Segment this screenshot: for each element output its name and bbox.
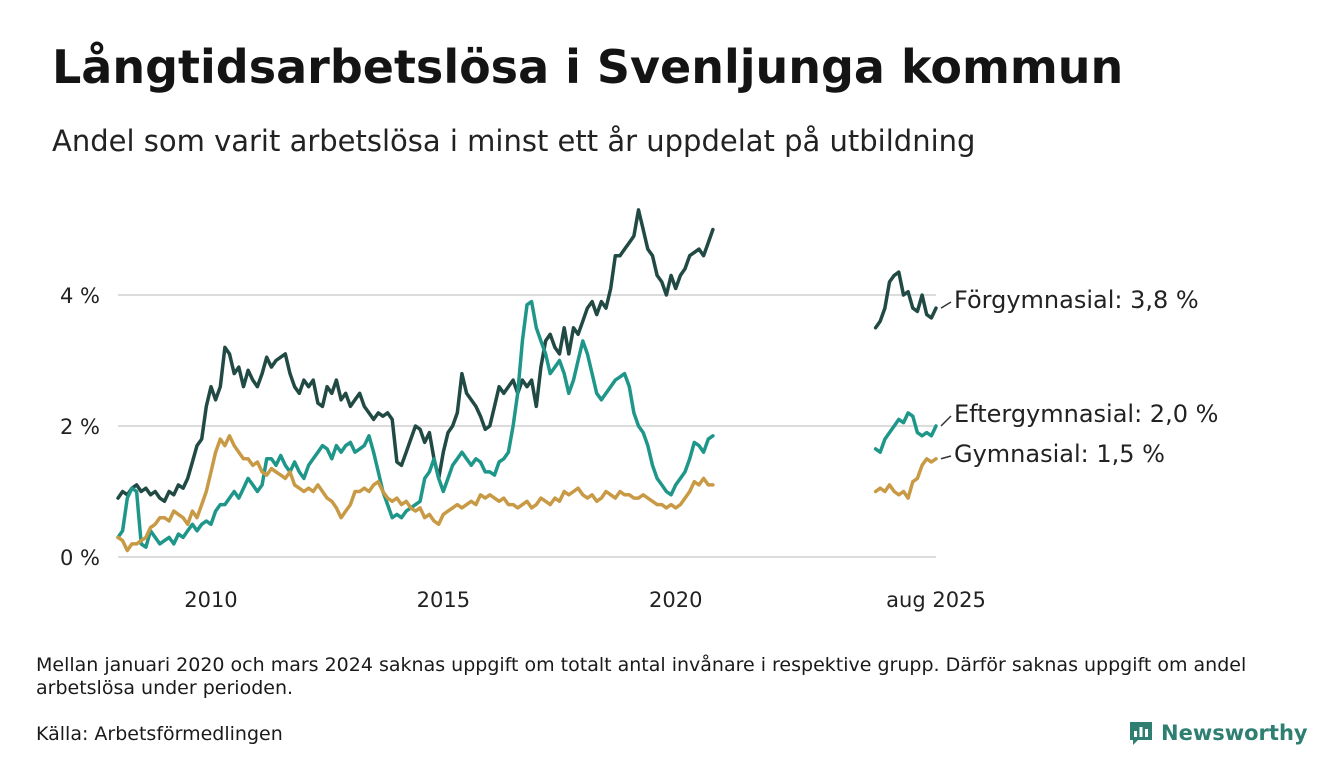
series-end-label: Eftergymnasial: 2,0 % (954, 400, 1218, 428)
line-chart: 0 % 2 % 4 % 2010 2015 2020 aug 2025 Förgymnas… (60, 208, 1218, 612)
y-tick-label: 0 % (60, 546, 100, 570)
brand-name: Newsworthy (1161, 721, 1308, 745)
footnote: Mellan januari 2020 och mars 2024 saknas… (36, 654, 1247, 699)
label-connector (940, 455, 952, 460)
series-lines (116, 208, 938, 553)
bar-chart-logo-icon (1130, 722, 1152, 745)
label-connector (940, 301, 952, 309)
series-end-label: Gymnasial: 1,5 % (954, 440, 1165, 468)
y-tick-label: 4 % (60, 284, 100, 308)
x-axis-ticks: 2010 2015 2020 aug 2025 (184, 588, 986, 612)
y-tick-label: 2 % (60, 415, 100, 439)
y-axis-ticks: 0 % 2 % 4 % (60, 284, 100, 570)
series-line-eftergymnasial (873, 411, 938, 454)
gridlines (118, 294, 936, 558)
label-connector (940, 415, 952, 427)
series-line-eftergymnasial (116, 299, 715, 549)
x-tick-label: aug 2025 (886, 588, 986, 612)
series-line-gymnasial (873, 457, 938, 500)
series-end-label: Förgymnasial: 3,8 % (954, 286, 1199, 314)
x-tick-label: 2015 (417, 588, 470, 612)
x-tick-label: 2020 (649, 588, 702, 612)
chart-subtitle: Andel som varit arbetslösa i minst ett å… (52, 124, 976, 158)
series-line-gymnasial (116, 434, 715, 553)
source-text: Källa: Arbetsförmedlingen (36, 723, 283, 745)
series-line-förgymnasial (116, 208, 715, 504)
chart-title: Långtidsarbetslösa i Svenljunga kommun (52, 40, 1124, 94)
series-line-förgymnasial (873, 270, 938, 330)
series-end-labels: Förgymnasial: 3,8 % Eftergymnasial: 2,0 %… (940, 286, 1218, 468)
x-tick-label: 2010 (184, 588, 237, 612)
brand-logo: Newsworthy (1128, 716, 1308, 750)
